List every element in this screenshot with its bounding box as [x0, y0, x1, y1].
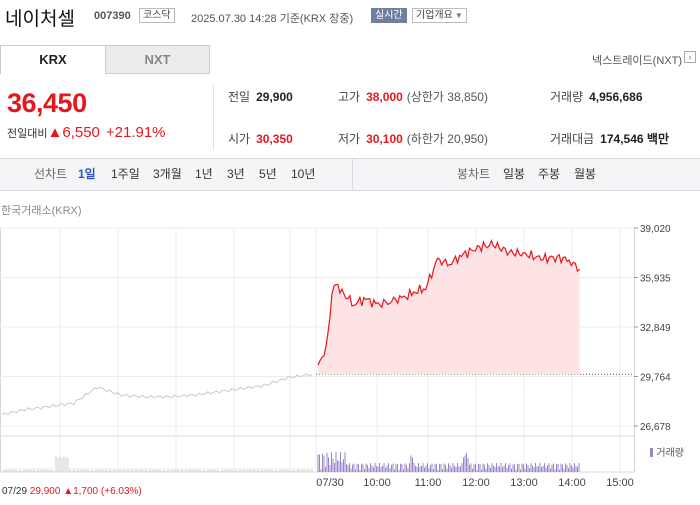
stat-volume: 거래량 4,956,686: [550, 88, 643, 105]
divider: [213, 85, 214, 150]
today-price-line: [317, 238, 580, 366]
stat-label: 거래량: [550, 90, 584, 104]
prev-day-summary: 07/29 29,900 ▲1,700 (+6.03%): [2, 486, 142, 497]
divider: [352, 159, 353, 190]
stock-name: 네이처셀: [5, 9, 75, 30]
y-tick-label: 32,849: [640, 323, 671, 334]
tab-nxt[interactable]: NXT: [105, 45, 210, 74]
stat-open: 시가 30,350: [228, 130, 293, 147]
candle-daily[interactable]: 일봉: [503, 167, 526, 181]
stock-code: 007390: [94, 10, 131, 22]
candle-weekly[interactable]: 주봉: [538, 167, 561, 181]
stat-value: 174,546: [600, 132, 644, 146]
lower-limit-label: (하한가: [406, 132, 444, 146]
prev-day-pct: (+6.03%): [100, 486, 142, 497]
stat-prev-close: 전일 29,900: [228, 88, 293, 105]
period-5y[interactable]: 5년: [259, 167, 277, 181]
volume-legend: 거래량: [650, 444, 684, 459]
stat-value: 29,900: [256, 90, 293, 104]
stat-label: 고가: [338, 90, 361, 104]
prev-day-line: [1, 373, 313, 416]
candle-chart-label: 봉차트: [457, 167, 491, 181]
stat-label: 거래대금: [550, 132, 595, 146]
lower-limit-value: 20,950): [447, 132, 488, 146]
period-10y[interactable]: 10년: [291, 167, 316, 181]
lower-limit: (하한가 20,950): [407, 132, 488, 146]
market-badge: 코스닥: [139, 8, 175, 23]
x-tick-label: 15:00: [606, 477, 634, 488]
stat-label: 시가: [228, 132, 251, 146]
stat-value: 30,100: [366, 132, 403, 146]
y-tick-label: 39,020: [640, 224, 671, 235]
up-arrow-icon: ▲: [47, 124, 63, 141]
stat-high: 고가 38,000 (상한가 38,850): [338, 88, 488, 105]
x-tick-label: 10:00: [363, 477, 391, 488]
nextrade-link[interactable]: 넥스트레이드(NXT) ›: [591, 51, 696, 68]
period-1d[interactable]: 1일: [78, 167, 96, 181]
change-value: 6,550: [62, 124, 100, 141]
stat-value: 4,956,686: [589, 90, 643, 104]
stat-amount: 거래대금 174,546 백만: [550, 130, 669, 147]
price-chart: 39,020 35,935 32,849 29,764 26,678 07/30 10:00…: [0, 224, 671, 488]
price-change: 전일대비▲6,550 +21.91%: [7, 124, 166, 141]
tab-krx[interactable]: KRX: [0, 45, 106, 74]
upper-limit: (상한가 38,850): [407, 90, 488, 104]
y-tick-label: 26,678: [640, 422, 671, 433]
stat-low: 저가 30,100 (하한가 20,950): [338, 130, 488, 147]
company-info-label: 기업개요: [416, 10, 453, 21]
change-label: 전일대비: [7, 128, 48, 140]
period-3m[interactable]: 3개월: [153, 167, 182, 181]
y-tick-label: 35,935: [640, 274, 671, 285]
chart-source: 한국거래소(KRX): [1, 205, 82, 217]
line-chart-label: 선차트: [34, 167, 68, 181]
chevron-down-icon: ▼: [454, 11, 463, 20]
prev-day-price: 29,900: [29, 486, 61, 497]
x-tick-label: 13:00: [510, 477, 538, 488]
change-percent: +21.91%: [105, 124, 166, 141]
stat-label: 전일: [228, 90, 251, 104]
x-tick-label: 12:00: [462, 477, 490, 488]
stock-header: 네이처셀 007390 코스닥 2025.07.30 14:28 기준(KRX …: [0, 0, 700, 30]
volume-legend-label: 거래량: [656, 448, 684, 459]
stat-unit: 백만: [646, 132, 669, 146]
nextrade-link-label: 넥스트레이드(NXT): [591, 55, 682, 67]
upper-limit-value: 38,850): [447, 90, 488, 104]
prev-day-date: 07/29: [2, 486, 28, 497]
y-tick-label: 29,764: [640, 373, 671, 384]
period-3y[interactable]: 3년: [227, 167, 245, 181]
volume-swatch: [650, 448, 654, 457]
realtime-badge[interactable]: 실시간: [371, 8, 407, 23]
today-area-fill: [318, 240, 580, 375]
prev-day-change: 1,700: [73, 486, 99, 497]
prev-day-arrow-icon: ▲: [63, 486, 74, 497]
period-1y[interactable]: 1년: [195, 167, 213, 181]
stat-value: 38,000: [366, 90, 403, 104]
current-price: 36,450: [7, 88, 87, 118]
chart-period-bar: 선차트 1일 1주일 3개월 1년 3년 5년 10년 봉차트 일봉 주봉 월봉: [0, 158, 700, 191]
x-tick-label: 07/30: [316, 477, 344, 488]
stat-value: 30,350: [256, 132, 293, 146]
candle-monthly[interactable]: 월봉: [574, 167, 597, 181]
stat-label: 저가: [338, 132, 361, 146]
period-1w[interactable]: 1주일: [111, 167, 140, 181]
company-info-dropdown[interactable]: 기업개요 ▼: [412, 8, 467, 23]
quote-timestamp: 2025.07.30 14:28 기준(KRX 장중): [191, 13, 354, 25]
exchange-tabs: KRX NXT: [0, 45, 210, 74]
chevron-right-icon: ›: [684, 51, 696, 63]
x-tick-label: 14:00: [558, 477, 586, 488]
upper-limit-label: (상한가: [406, 90, 444, 104]
x-tick-label: 11:00: [415, 477, 442, 488]
